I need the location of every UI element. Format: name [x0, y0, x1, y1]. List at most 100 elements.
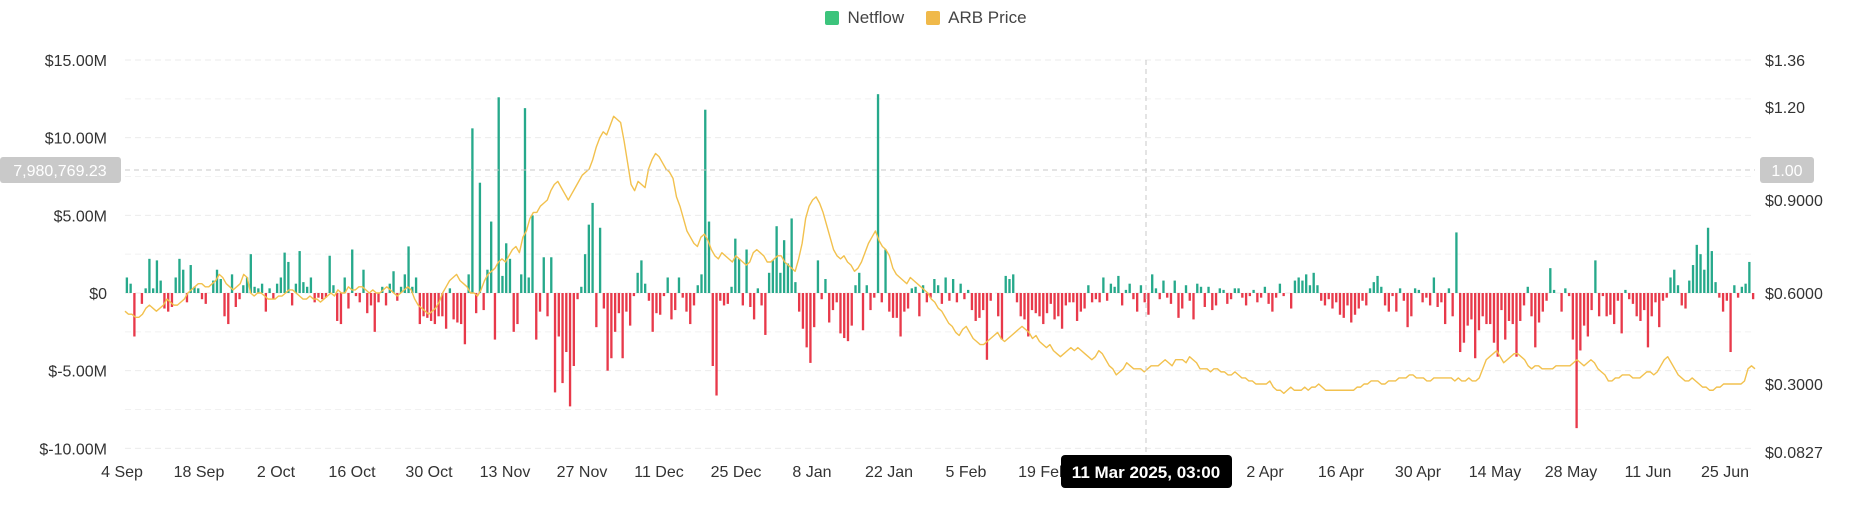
netflow-bar: [1710, 251, 1713, 293]
netflow-bar: [1406, 293, 1409, 328]
netflow-bar: [1552, 289, 1556, 293]
netflow-bar: [212, 280, 215, 293]
netflow-bar: [501, 275, 504, 293]
netflow-bar: [1229, 293, 1233, 300]
netflow-bar: [373, 293, 376, 332]
netflow-bar: [647, 293, 651, 301]
netflow-bar: [659, 293, 662, 315]
netflow-bar: [531, 215, 534, 293]
netflow-bar: [1466, 293, 1469, 326]
netflow-bar: [426, 293, 429, 318]
netflow-bar: [290, 293, 294, 306]
netflow-bar: [523, 108, 527, 294]
netflow-bar: [1605, 293, 1608, 317]
right-tick-label: $1.20: [1765, 100, 1805, 117]
netflow-bar: [429, 293, 433, 321]
netflow-bar: [786, 263, 790, 293]
netflow-bar: [598, 227, 602, 293]
left-tick-label: $10.00M: [45, 131, 107, 148]
netflow-bar: [482, 293, 485, 311]
netflow-bar: [861, 293, 865, 331]
netflow-bar: [422, 293, 425, 317]
netflow-bar: [219, 279, 222, 293]
netflow-bar: [1695, 244, 1698, 293]
netflow-bar: [1522, 293, 1526, 306]
netflow-bar: [1117, 275, 1120, 293]
netflow-bar: [1515, 293, 1518, 357]
crosshair-date-badge: [1061, 455, 1232, 488]
netflow-bar: [1590, 293, 1593, 311]
netflow-bar: [377, 293, 380, 303]
netflow-bar: [189, 265, 192, 293]
netflow-bar: [144, 288, 147, 293]
netflow-swatch: [825, 11, 840, 25]
netflow-bar: [1751, 293, 1755, 300]
netflow-bar: [185, 293, 189, 303]
netflow-bar: [1331, 293, 1334, 309]
netflow-bar: [734, 238, 737, 293]
netflow-bar: [1609, 293, 1612, 315]
netflow-bar: [959, 283, 962, 293]
netflow-bar: [655, 293, 658, 314]
netflow-bar: [906, 293, 910, 309]
netflow-bar: [782, 240, 786, 293]
netflow-bar: [358, 293, 361, 303]
netflow-bar: [644, 283, 647, 293]
netflow-bar: [1079, 293, 1083, 312]
netflow-bar: [452, 293, 455, 320]
netflow-bar: [790, 218, 793, 293]
netflow-bar: [1421, 293, 1424, 303]
x-tick-label: 13 Nov: [480, 464, 531, 481]
netflow-bar: [550, 257, 553, 293]
netflow-bar: [1616, 293, 1620, 301]
price-swatch: [926, 11, 941, 25]
netflow-bar: [1714, 282, 1717, 293]
netflow-bar: [1301, 280, 1304, 293]
netflow-bar: [752, 293, 756, 320]
netflow-bar: [910, 288, 913, 293]
netflow-bar: [1098, 293, 1101, 303]
netflow-bar: [1721, 293, 1725, 312]
netflow-bar: [268, 288, 271, 293]
netflow-bar: [1241, 293, 1244, 298]
netflow-bar: [1196, 283, 1199, 293]
legend-item-netflow[interactable]: Netflow: [825, 8, 904, 28]
netflow-bar: [283, 252, 286, 293]
netflow-bar: [1188, 293, 1191, 301]
left-tick-label: $5.00M: [54, 208, 107, 225]
netflow-bar: [257, 288, 260, 293]
netflow-bar: [719, 293, 722, 301]
x-tick-label: 28 May: [1545, 464, 1597, 481]
netflow-bar: [722, 293, 726, 306]
netflow-bar: [1459, 293, 1462, 353]
netflow-bar: [685, 293, 688, 312]
netflow-bar: [1008, 279, 1011, 293]
netflow-bar: [418, 293, 421, 325]
netflow-bar: [1282, 293, 1285, 297]
netflow-bar: [1290, 293, 1293, 309]
netflow-bar: [155, 260, 159, 293]
netflow-bar: [1564, 288, 1567, 293]
netflow-bar: [343, 277, 346, 293]
netflow-bar: [1166, 293, 1169, 298]
netflow-bar: [1293, 280, 1297, 293]
netflow-bar: [824, 279, 827, 293]
netflow-bar: [1075, 293, 1079, 321]
netflow-bar: [880, 293, 883, 303]
netflow-bar: [565, 293, 568, 353]
netflow-bar: [249, 254, 252, 293]
netflow-bar: [970, 293, 974, 311]
netflow-bar: [989, 293, 992, 301]
netflow-bar: [606, 293, 609, 371]
netflow-bar: [997, 293, 1000, 317]
crosshair-left-badge: [0, 157, 121, 183]
netflow-bar: [1233, 288, 1236, 293]
netflow-bar: [1432, 277, 1436, 293]
netflow-bar: [204, 293, 207, 304]
netflow-bar: [475, 293, 478, 314]
netflow-bar: [1492, 293, 1496, 343]
legend-item-price[interactable]: ARB Price: [926, 8, 1027, 28]
netflow-bar: [287, 261, 290, 293]
netflow-bar: [1545, 293, 1548, 301]
